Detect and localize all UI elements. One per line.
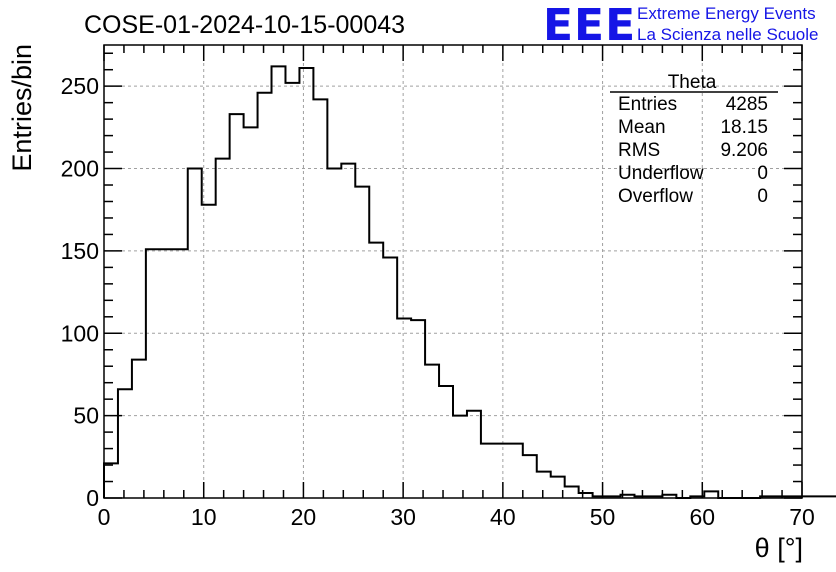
stats-box: Theta Entries 4285 Mean 18.15 RMS 9.206 Underf…	[610, 72, 778, 207]
histogram-bin	[244, 127, 258, 498]
y-tick-label: 250	[61, 73, 99, 99]
histogram-bin	[397, 318, 411, 498]
histogram-bin	[146, 249, 160, 498]
histogram-bin	[439, 386, 453, 498]
x-axis-label: θ [°]	[755, 533, 803, 563]
stats-row-value: 18.15	[720, 117, 768, 138]
histogram-outline	[103, 65, 836, 499]
tick-labels: 0 10 20 30 40 50 60 70 0 50 100 150 200 250	[61, 73, 815, 530]
stats-row-value: 4285	[726, 94, 768, 115]
stats-row-value: 0	[757, 163, 768, 184]
y-tick-label: 150	[61, 238, 99, 264]
stats-row-value: 0	[757, 186, 768, 207]
histogram-bin	[411, 320, 425, 498]
histogram-bin	[104, 463, 118, 498]
chart-title: COSE-01-2024-10-15-00043	[84, 11, 405, 39]
histogram-bars	[103, 65, 836, 499]
histogram-bin	[299, 68, 313, 498]
histogram-bin	[258, 93, 272, 498]
histogram-bin	[341, 164, 355, 498]
y-tick-label: 200	[61, 156, 99, 182]
histogram-bin	[495, 444, 509, 498]
stats-box-title: Theta	[668, 72, 717, 93]
histogram-bin	[313, 99, 327, 498]
x-tick-label: 20	[291, 504, 317, 530]
y-tick-label: 50	[73, 403, 99, 429]
x-tick-label: 10	[191, 504, 217, 530]
stats-row-label: Entries	[618, 94, 677, 115]
histogram-bin	[467, 411, 481, 498]
histogram-bin	[355, 187, 369, 498]
histogram-bin	[202, 205, 216, 498]
histogram-bin	[383, 257, 397, 498]
logo-line-1: Extreme Energy Events	[637, 4, 816, 23]
x-tick-label: 60	[689, 504, 715, 530]
x-tick-label: 0	[98, 504, 111, 530]
logo-line-2: La Scienza nelle Scuole	[637, 25, 818, 44]
stats-row-label: RMS	[618, 140, 660, 161]
x-tick-label: 50	[590, 504, 616, 530]
histogram-bin	[523, 455, 537, 498]
histogram-bin	[132, 360, 146, 498]
histogram-bin	[565, 486, 579, 498]
y-tick-label: 0	[86, 485, 99, 511]
histogram-bin	[272, 66, 286, 498]
eee-logo: EEE Extreme Energy Events La Scienza nel…	[543, 0, 818, 51]
histogram-bin	[453, 416, 467, 498]
histogram-bin	[174, 249, 188, 498]
plot-frame	[103, 44, 803, 499]
histogram-bin	[285, 83, 299, 498]
histogram-bin	[160, 249, 174, 498]
x-tick-label: 70	[789, 504, 815, 530]
y-axis-label: Entries/bin	[7, 44, 37, 172]
axis-ticks	[103, 45, 803, 499]
histogram-bin	[118, 389, 132, 498]
histogram-bin	[216, 159, 230, 498]
stats-row-label: Overflow	[618, 186, 693, 207]
histogram-bin	[188, 169, 202, 498]
stats-row-label: Mean	[618, 117, 666, 138]
histogram-bin	[230, 114, 244, 498]
histogram-bin	[537, 472, 551, 498]
stats-rows: Entries 4285 Mean 18.15 RMS 9.206 Underflow 0 Ov…	[618, 94, 768, 207]
histogram-bin	[369, 243, 383, 498]
histogram-bin	[481, 444, 495, 498]
stats-row-value: 9.206	[720, 140, 768, 161]
logo-mark: EEE	[543, 0, 636, 51]
histogram-bin	[425, 365, 439, 498]
histogram-bin	[327, 169, 341, 498]
x-tick-label: 30	[390, 504, 416, 530]
y-tick-label: 100	[61, 320, 99, 346]
histogram-bin	[509, 444, 523, 498]
stats-row-label: Underflow	[618, 163, 704, 184]
x-tick-label: 40	[490, 504, 516, 530]
